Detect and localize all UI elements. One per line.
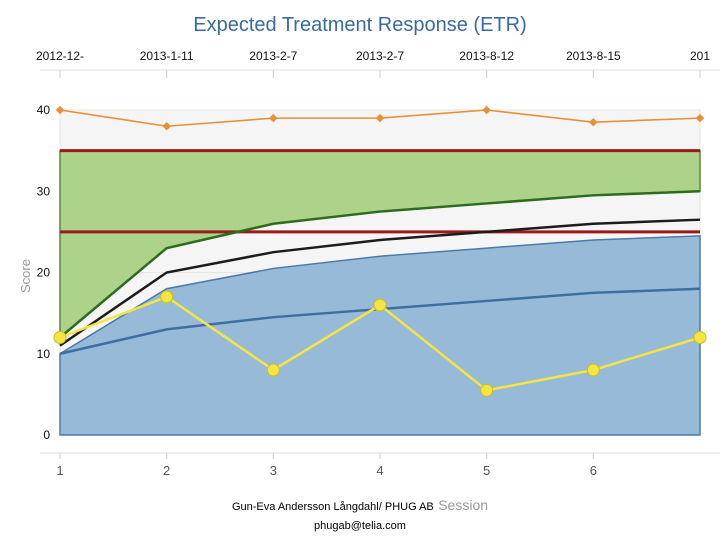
marker-yellow [374,299,386,311]
marker-yellow [587,364,599,376]
footer: Gun-Eva Andersson Långdahl/ PHUG AB Sess… [0,497,720,534]
date-label: 2013-2-7 [356,49,404,63]
marker-yellow [54,332,66,344]
date-label: 2012-12- [36,49,84,63]
date-label: 2013-1-11 [140,49,194,63]
chart-plot: 0 10 20 30 40 2012-12- 2013-1-11 2013-2-7 2013-2… [10,40,720,495]
date-label: 2013-2-7 [249,49,297,63]
svg-text:20: 20 [37,266,51,280]
footer-author: Gun-Eva Andersson Långdahl/ PHUG AB [232,501,434,513]
date-label: 2013-8-15 [566,49,621,63]
x-axis-label: Session [438,497,488,513]
date-label: 201 [690,49,710,63]
marker-yellow [694,332,706,344]
marker-yellow [267,364,279,376]
session-label: 3 [270,463,277,478]
svg-text:0: 0 [43,428,50,442]
svg-text:40: 40 [37,103,51,117]
session-label: 6 [590,463,597,478]
chart-title: Expected Treatment Response (ETR) [0,14,720,37]
session-label: 5 [483,463,490,478]
marker-yellow [481,384,493,396]
footer-email: phugab@telia.com [314,520,406,532]
svg-text:30: 30 [37,184,51,198]
marker-yellow [161,291,173,303]
date-label: 2013-8-12 [459,49,514,63]
session-label: 2 [163,463,170,478]
svg-text:10: 10 [37,347,51,361]
session-label: 1 [56,463,63,478]
session-label: 4 [376,463,383,478]
